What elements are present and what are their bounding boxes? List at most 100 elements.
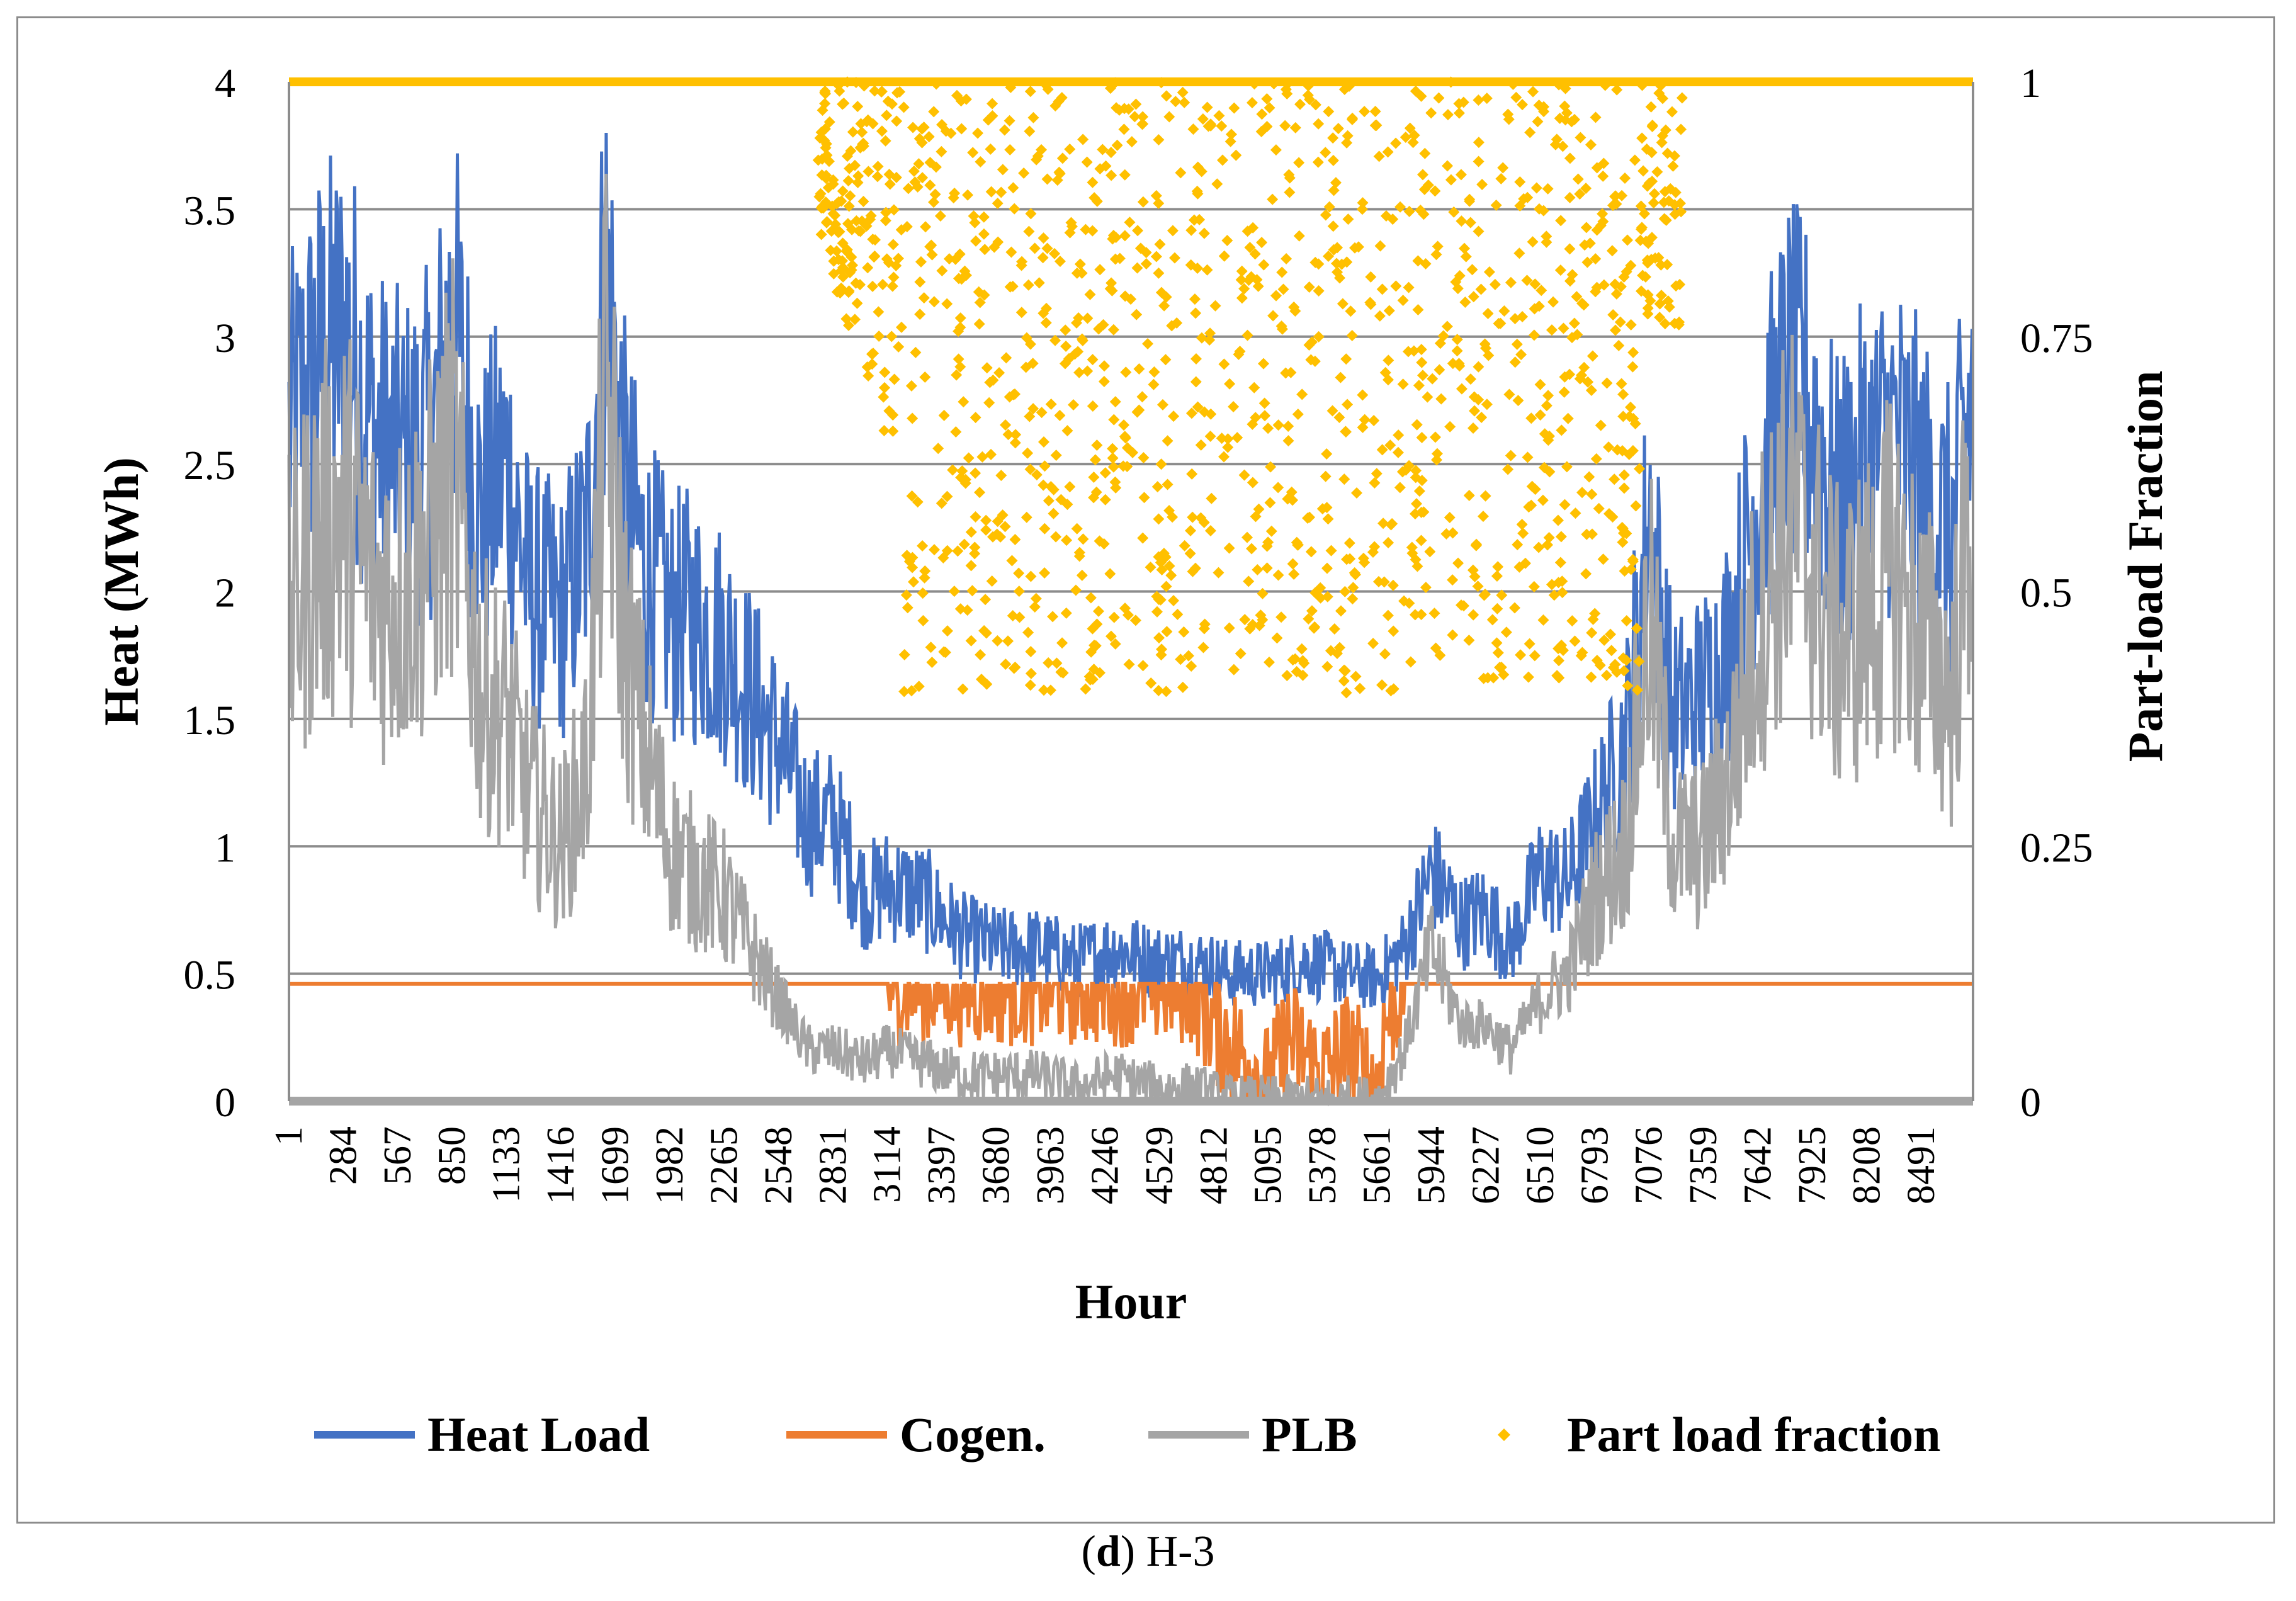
part-load-marker [1038,436,1049,448]
part-load-marker [923,131,935,143]
part-load-marker [851,297,863,309]
part-load-marker [1648,197,1660,209]
part-load-marker [1445,76,1457,88]
part-load-marker [1077,533,1089,545]
part-load-marker [1044,684,1056,696]
part-load-marker [930,78,942,90]
part-load-marker [1283,169,1295,181]
part-load-marker [1661,147,1673,159]
part-load-marker [1216,154,1228,166]
part-load-marker [1134,242,1146,254]
part-load-marker [1160,90,1172,102]
part-load-marker [1258,397,1270,409]
part-load-marker [1204,430,1216,442]
x-tick-label: 6227 [1464,1126,1507,1204]
part-load-marker [1344,553,1356,565]
part-load-marker [1574,188,1586,200]
part-load-marker [867,234,879,246]
part-load-marker [1049,247,1061,259]
part-load-marker [869,250,881,262]
part-load-marker [1618,665,1630,677]
part-load-marker [1004,144,1016,156]
part-load-marker [1007,280,1019,292]
part-load-marker [1654,80,1666,92]
part-load-marker [1359,414,1371,426]
part-load-marker [1289,653,1301,665]
part-load-marker [926,249,938,261]
part-load-marker [1376,283,1388,295]
part-load-marker [1337,298,1349,310]
part-load-marker [1675,123,1687,135]
part-load-marker [828,268,840,280]
part-load-marker [1321,591,1333,602]
part-load-marker [1585,671,1597,683]
part-load-marker [930,161,942,173]
part-load-marker [1109,638,1121,650]
part-load-marker [1456,383,1468,395]
part-load-marker [1140,258,1152,270]
part-load-marker [1325,645,1337,657]
part-load-marker [1323,106,1335,118]
part-load-marker [995,470,1007,482]
part-load-marker [1557,140,1569,152]
x-tick-label: 567 [376,1126,419,1185]
part-load-marker [1515,349,1527,361]
part-load-marker [976,451,988,463]
part-load-marker [1367,637,1379,649]
part-load-marker [825,244,837,256]
part-load-marker [1541,230,1552,242]
part-load-marker [1107,443,1119,455]
part-load-marker [878,425,890,437]
part-load-marker [1642,308,1654,320]
part-load-marker [1464,373,1476,385]
part-load-marker [1614,316,1626,328]
part-load-marker [828,255,840,267]
part-load-marker [1247,222,1259,234]
part-load-marker [1556,639,1568,651]
part-load-marker [1561,461,1573,473]
x-tick-label: 6510 [1519,1126,1562,1204]
part-load-marker [1123,659,1135,670]
part-load-marker [852,170,864,182]
part-load-marker [1613,339,1625,351]
part-load-marker [1015,259,1027,271]
part-load-marker [1085,592,1097,604]
part-load-marker [1177,681,1189,693]
part-load-marker [1445,174,1457,186]
part-load-marker [1111,139,1123,151]
part-load-marker [1168,595,1180,607]
part-load-marker [1559,114,1571,126]
part-load-marker [917,540,929,552]
part-load-marker [842,286,854,298]
part-load-marker [871,171,883,183]
x-tick-label: 2548 [757,1126,800,1204]
part-load-marker [1020,361,1032,373]
part-load-marker [1038,684,1050,696]
part-load-marker [891,87,903,99]
part-load-marker [1151,606,1163,618]
part-load-marker [1417,169,1428,181]
part-load-marker [1615,378,1627,390]
x-tick-label: 6793 [1573,1126,1616,1204]
part-load-marker [1315,592,1326,604]
part-load-marker [992,236,1004,248]
part-load-marker [965,560,977,572]
part-load-marker [1335,371,1347,383]
part-load-marker [1070,584,1082,596]
part-load-marker [1662,295,1674,307]
part-load-marker [816,169,828,181]
part-load-marker [1659,318,1671,330]
part-load-marker [1476,412,1488,424]
part-load-marker [980,524,992,536]
part-load-marker [1243,575,1255,587]
part-load-marker [915,256,927,268]
part-load-marker [1543,430,1555,442]
part-load-marker [1258,259,1270,271]
part-load-marker [1667,160,1679,172]
part-load-marker [956,465,968,477]
part-load-marker [978,289,990,301]
part-load-marker [1669,208,1681,220]
part-load-marker [1223,542,1235,554]
part-load-marker [1409,508,1421,520]
part-load-marker [1597,170,1609,182]
